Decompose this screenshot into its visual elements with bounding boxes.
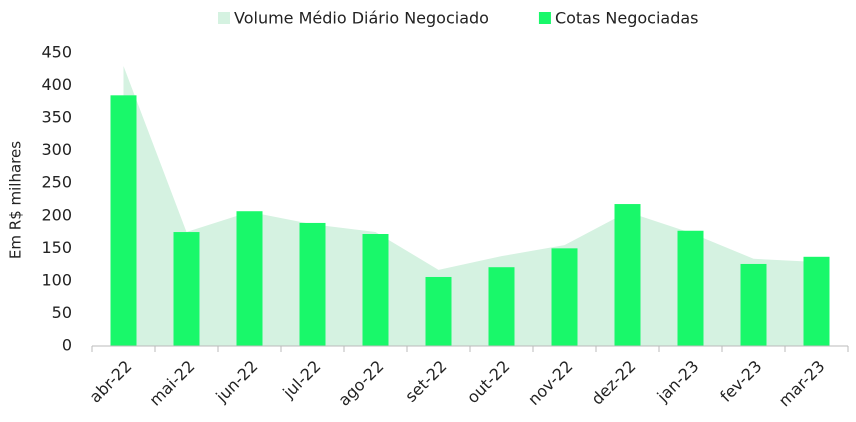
bar	[677, 230, 704, 346]
bar	[236, 211, 263, 346]
x-tick-label: mai-22	[145, 357, 198, 410]
legend-swatch	[538, 12, 551, 24]
x-tick-label: fev-23	[716, 357, 765, 406]
legend-swatch	[218, 12, 230, 24]
y-tick-label: 150	[41, 238, 72, 257]
bar	[299, 222, 326, 346]
y-tick-label: 300	[41, 140, 72, 159]
y-tick-label: 250	[41, 173, 72, 192]
area	[123, 66, 817, 347]
x-tick-label: nov-22	[524, 357, 576, 409]
y-tick-label: 0	[62, 336, 72, 355]
bar	[488, 267, 515, 346]
y-tick-label: 100	[41, 270, 72, 289]
legend-label: Cotas Negociadas	[555, 9, 699, 28]
bar	[362, 234, 389, 346]
x-tick-label: dez-22	[588, 357, 640, 409]
x-tick-label: set-22	[401, 357, 450, 406]
bar	[551, 248, 578, 346]
y-tick-label: 350	[41, 108, 72, 127]
y-tick-label: 200	[41, 205, 72, 224]
bar	[803, 256, 830, 346]
y-tick-label: 450	[41, 43, 72, 62]
y-tick-label: 50	[52, 303, 72, 322]
legend-label: Volume Médio Diário Negociado	[234, 9, 489, 28]
x-tick-label: jun-22	[211, 357, 261, 407]
bar	[173, 232, 200, 346]
x-tick-label: ago-22	[334, 357, 387, 410]
x-tick-label: jul-22	[278, 357, 324, 403]
y-tick-label: 400	[41, 75, 72, 94]
bar	[740, 263, 767, 346]
x-tick-label: mar-23	[775, 357, 829, 411]
bar	[425, 276, 452, 346]
bar	[110, 95, 137, 346]
x-tick-label: jan-23	[653, 357, 703, 407]
y-axis-label: Em R$ milhares	[7, 141, 25, 259]
x-tick-label: abr-22	[86, 357, 136, 407]
x-tick-label: out-22	[463, 357, 513, 407]
bar	[614, 204, 641, 346]
